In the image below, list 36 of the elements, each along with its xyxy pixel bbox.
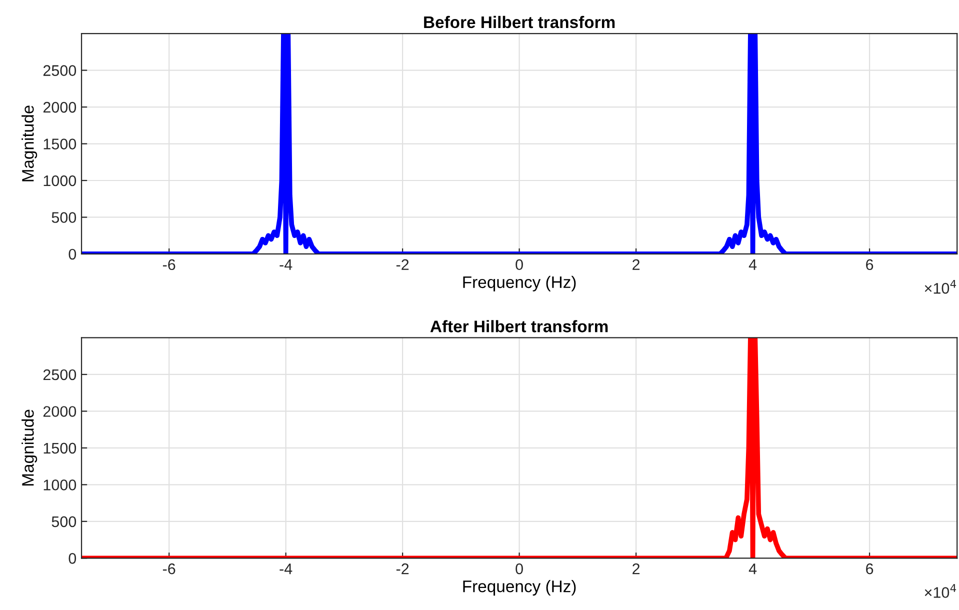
x-tick-label: -2 — [396, 259, 409, 270]
y-tick-label: 500 — [52, 516, 76, 528]
x-tick-label: 0 — [516, 259, 523, 270]
y-tick-label: 0 — [68, 248, 76, 260]
x-tick-label: 4 — [748, 564, 757, 574]
y-tick-label: 500 — [52, 212, 76, 223]
chart-title: After Hilbert transform — [430, 320, 608, 332]
x-tick-label: -2 — [396, 563, 409, 574]
x-tick-label: -4 — [280, 564, 292, 574]
line-series — [82, 338, 958, 558]
y-tick-label: 0 — [68, 553, 76, 564]
y-tick-label: 1000 — [44, 175, 76, 186]
y-tick-label: 2500 — [43, 369, 76, 380]
x-tick-label: -4 — [280, 259, 292, 270]
y-tick-label: 2500 — [43, 65, 76, 76]
text: ×10$^{4}$ — [924, 584, 956, 598]
y-tick-label: 2000 — [43, 102, 76, 113]
x-tick-label: 4 — [748, 259, 757, 270]
x-tick-label: 2 — [632, 259, 640, 270]
y-tick-label: 1500 — [44, 138, 76, 150]
x-tick-label: -6 — [162, 259, 176, 270]
y-tick-label: 1500 — [44, 442, 76, 454]
x-tick-label: 6 — [866, 259, 874, 270]
x-tick-label: -6 — [162, 563, 176, 574]
y-axis-title: Magnitude — [22, 106, 38, 182]
x-axis-title: Frequency (Hz) — [463, 276, 576, 292]
y-axis-title: Magnitude — [22, 410, 38, 486]
x-axis-title: Frequency (Hz) — [463, 580, 576, 596]
x-tick-label: 0 — [516, 563, 523, 574]
text: ×10$^{4}$ — [924, 280, 956, 294]
x-tick-label: 6 — [866, 563, 874, 574]
y-tick-label: 1000 — [44, 480, 76, 490]
chart-title: Before Hilbert transform — [424, 16, 615, 28]
x-tick-label: 2 — [632, 563, 640, 574]
y-tick-label: 2000 — [43, 406, 76, 417]
line-series — [82, 34, 958, 254]
